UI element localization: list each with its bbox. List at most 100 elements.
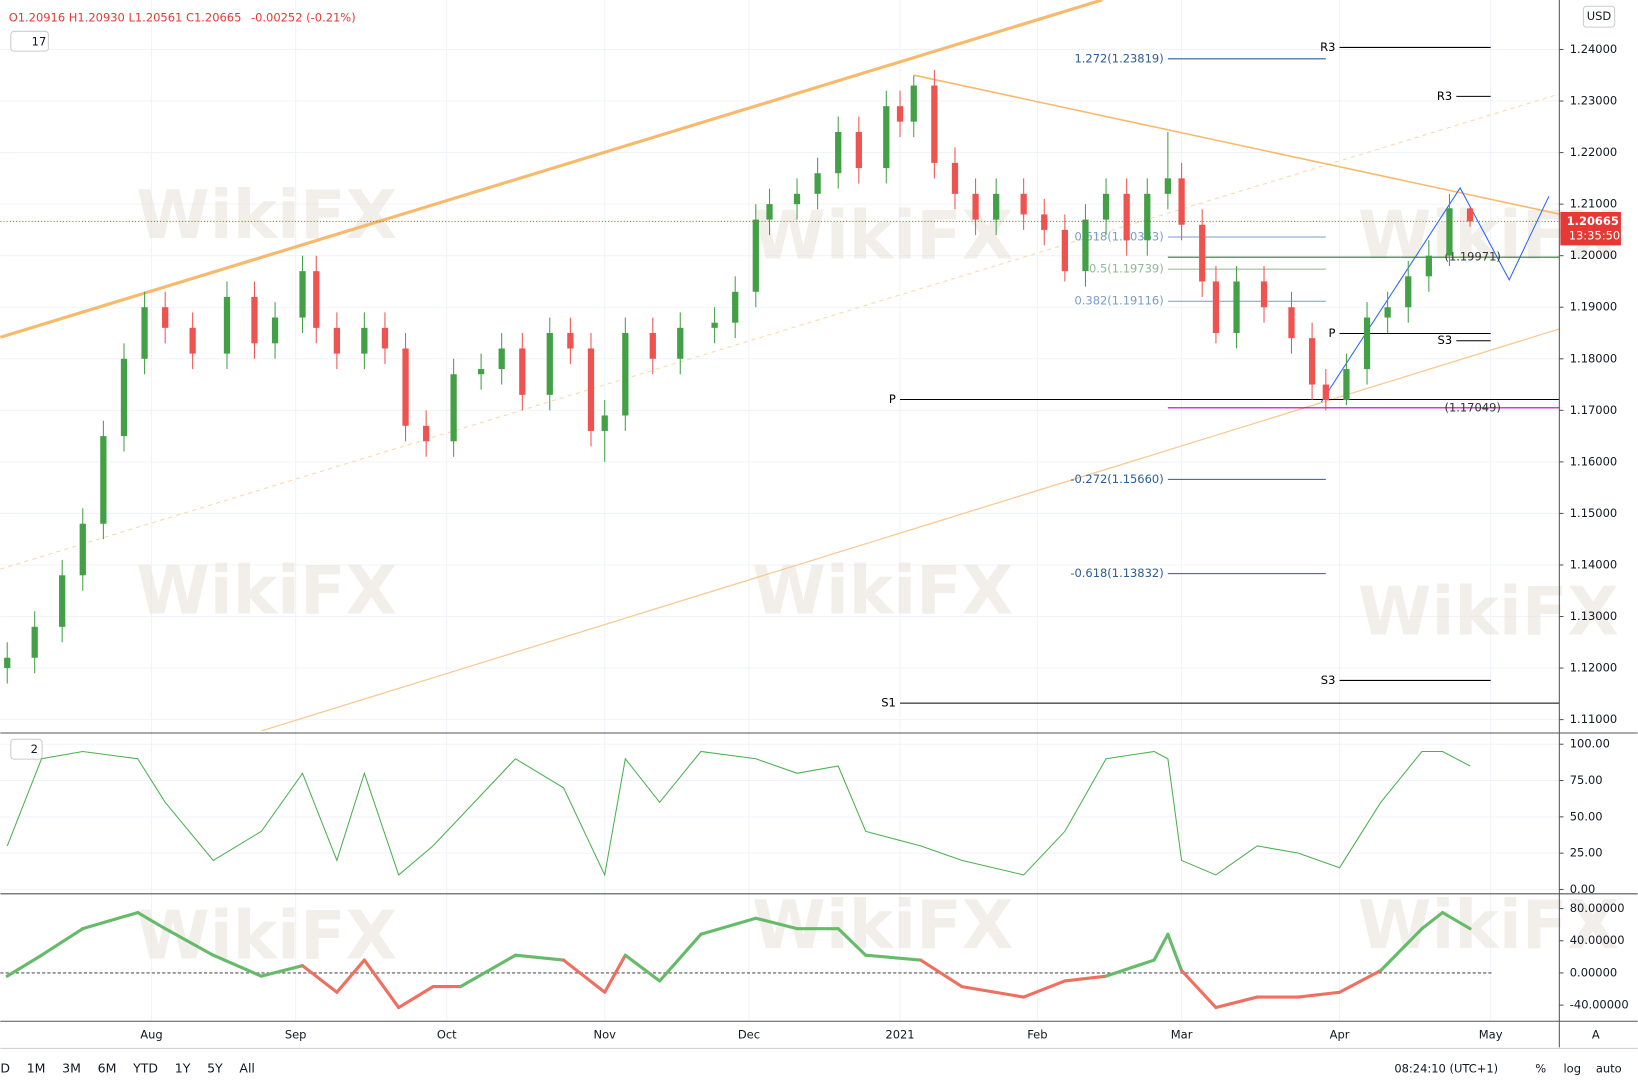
candle-body [59,575,66,627]
y-tick-label: 1.15000 [1570,506,1617,520]
y-tick-label: 1.14000 [1570,557,1617,571]
momentum-segment [1214,995,1259,1010]
momentum-segment [397,985,435,1010]
level-label: 0.382(1.19116) [1074,294,1163,308]
study-count[interactable]: 17 [32,34,47,48]
momentum-segment [864,953,923,962]
momentum-segment [658,932,703,983]
watermark: WikiFX [136,552,397,630]
candle-body [189,327,196,354]
x-tick-label: Apr [1330,1027,1350,1041]
range-button[interactable]: YTD [132,1061,158,1076]
range-button[interactable]: 6M [98,1061,117,1076]
axis-mode[interactable]: A [1592,1027,1600,1041]
range-button[interactable]: 3M [62,1061,81,1076]
percent-toggle[interactable]: % [1535,1062,1546,1076]
y-tick-label: 75.00 [1570,773,1603,787]
badge[interactable] [10,30,49,52]
candle-body [1405,276,1412,308]
level-label: 1.272(1.23819) [1074,51,1163,65]
candle-body [1446,208,1453,256]
candle-body [972,193,979,220]
candle-body [883,106,890,169]
momentum-segment [259,964,305,978]
momentum-segment [919,958,964,989]
momentum-segment [1180,968,1218,1010]
momentum-segment [1420,911,1445,931]
candle-body [766,204,773,220]
candle-body [1308,338,1316,385]
candle-body [1164,178,1172,194]
momentum-segment [513,953,566,962]
momentum-segment [81,911,140,931]
trend-line [0,0,1103,339]
candle-body [1199,224,1206,282]
currency-box[interactable] [1582,5,1616,28]
level-label: R3 [1320,40,1335,54]
range-button[interactable]: 5Y [207,1061,223,1076]
y-tick-label: 1.21000 [1570,197,1617,211]
level-label: R3 [1437,89,1452,103]
y-tick-label: 1.13000 [1570,609,1617,623]
range-button[interactable]: 1Y [175,1061,191,1076]
candle-body [402,348,409,426]
y-tick-label: 1.11000 [1570,712,1617,726]
candle-body [162,307,169,328]
momentum-segment [335,958,366,994]
x-tick-label: Mar [1171,1027,1193,1041]
candle-body [498,348,505,370]
range-button[interactable]: D [0,1061,10,1076]
range-button[interactable]: 1M [27,1061,46,1076]
candle-body [223,296,231,354]
level-label: 0.5(1.19739) [1089,262,1164,276]
y-tick-label: 1.22000 [1570,145,1617,159]
trend-line [261,328,1560,732]
clock: 08:24:10 (UTC+1) [1394,1062,1498,1076]
plot: Aug Sep Oct Nov Dec 2021 Feb Mar Apr May 1.11000 1.… [0,40,1629,1041]
candle-body [1102,193,1110,220]
candle-body [622,333,629,416]
y-tick-label: 1.17000 [1570,403,1617,417]
x-tick-label: Oct [437,1027,457,1041]
candle-body [313,271,320,328]
toolbar: D 1M 3M 6M YTD 1Y 5Y All [0,1061,255,1076]
level-label: (1.19971) [1444,250,1500,264]
momentum-segment [136,911,167,931]
candle-body [450,374,457,442]
x-tick-label: 2021 [885,1027,914,1041]
y-tick-label: 1.20000 [1570,248,1617,262]
study-count[interactable]: 2 [31,742,38,756]
candle-body [120,358,128,437]
x-tick-label: Nov [594,1027,617,1041]
watermark: WikiFX [752,886,1013,964]
auto-toggle[interactable]: auto [1596,1062,1622,1076]
momentum-segment [754,916,799,931]
projection [1320,186,1550,403]
level-label: -0.618(1.13832) [1070,566,1163,580]
range-button[interactable]: All [239,1061,255,1076]
momentum-segment [1441,911,1472,931]
candle-body [1041,214,1048,230]
y-tick-label: 1.23000 [1570,94,1617,108]
level-label: P [889,392,896,406]
candle-body [1123,193,1130,241]
y-tick-label: 0.00000 [1570,965,1617,979]
candle-body [711,322,718,328]
level-label: (1.17049) [1444,400,1500,414]
candle-body [1322,384,1329,401]
candle-body [993,193,1000,220]
momentum-segment [1063,974,1108,983]
trend-line [913,74,1560,215]
candle-body [4,657,11,669]
candle-body [896,106,904,122]
candle-body [1343,369,1350,401]
level-label: -0.272(1.15660) [1070,472,1163,486]
candle-body [100,436,107,524]
candle-body [79,523,86,576]
y-tick-label: 25.00 [1570,846,1603,860]
log-toggle[interactable]: log [1564,1062,1581,1076]
momentum-segment [1022,979,1067,999]
badge[interactable] [10,738,43,760]
candle-body [1425,255,1432,277]
candle-body [1082,219,1089,272]
